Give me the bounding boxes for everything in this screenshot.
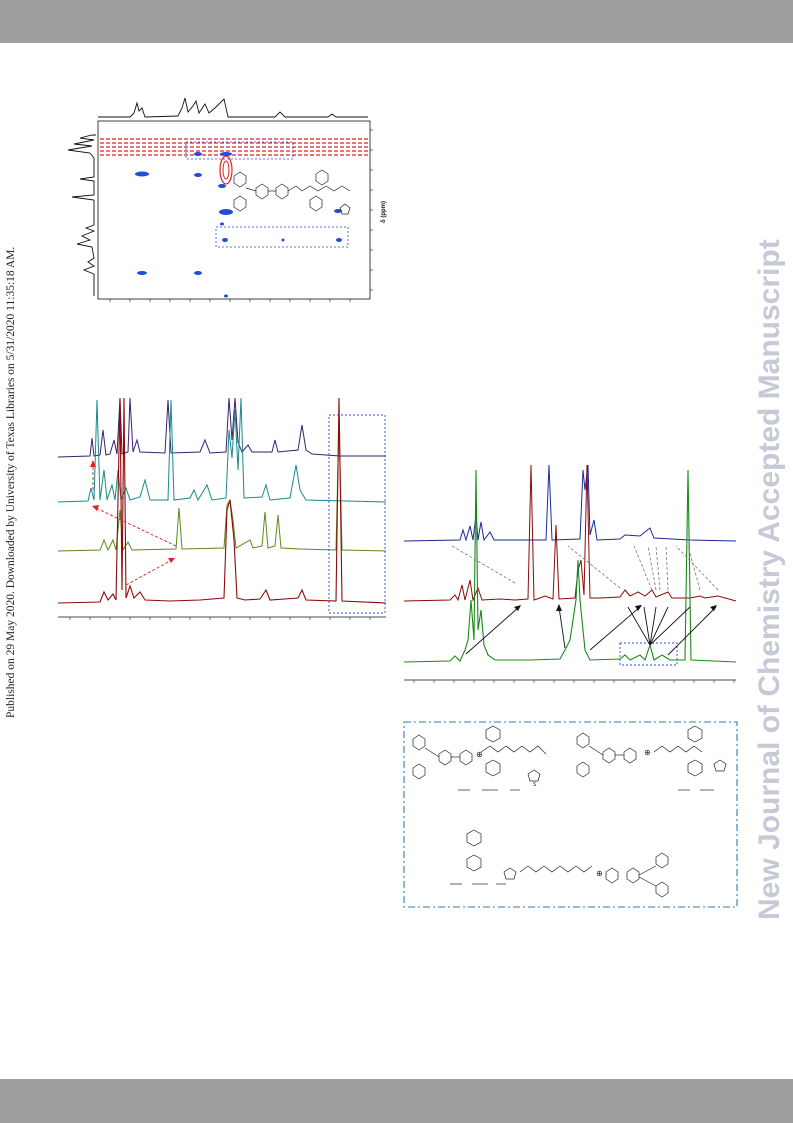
structures-box-border [403,721,738,908]
structure-3-charge: ⊕ [596,869,603,878]
spectrum-right-trace-3 [403,469,737,663]
noesy-bottom-axis [109,299,351,302]
noesy-inset-structure [233,169,351,215]
structure-3 [450,829,669,898]
spectrum-left-trace-1 [57,397,386,458]
spectrum-left-trace-2 [57,397,387,503]
spectrum-right-black-arrows [465,606,717,656]
noesy-top-projection [98,97,368,118]
noesy-red-contour-spot [219,155,233,185]
spectrum-left-highlight-box [328,414,386,614]
noesy-axis-label: δ (ppm) [381,201,387,223]
structure-2 [576,725,727,791]
stacked-spectra-right [403,464,737,683]
structure-1-sulfur: S [533,782,537,788]
structure-1-charge: ⊕ [476,750,483,759]
footer-bar [0,1079,793,1123]
noesy-highlight-box-middle [215,226,349,248]
noesy-right-axis [370,129,373,291]
noesy-highlight-box-top [185,141,294,160]
spectrum-right-trace-2 [403,464,737,602]
spectrum-left-trace-4 [57,397,387,604]
structures-box: ⊕ S ⊕ ⊕ [403,721,738,908]
noesy-figure: δ (ppm) [67,97,387,302]
spectrum-right-grey-arrows [451,545,719,591]
noesy-red-contours [100,138,368,156]
spectrum-left-red-arrows [92,464,177,586]
noesy-blue-crosspeaks [135,152,342,298]
header-bar [0,0,793,43]
stacked-spectra-left [57,397,387,620]
structure-2-charge: ⊕ [644,748,651,757]
spectrum-right-trace-1 [403,464,737,542]
noesy-left-projection [67,134,96,296]
structure-1 [412,725,547,791]
